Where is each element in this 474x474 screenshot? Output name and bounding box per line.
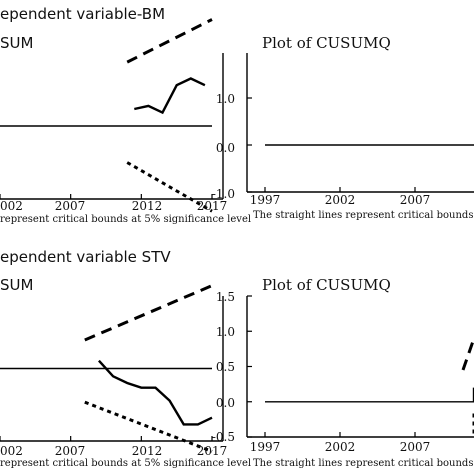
x-tick-label: 002 — [0, 444, 23, 458]
x-tick-label: 1997 — [250, 193, 281, 207]
lower-bound-line — [126, 161, 213, 213]
y-tick-label: -1.0 — [212, 187, 235, 201]
x-tick-label: 002 — [0, 199, 23, 213]
panel-3-plot: 002 2007 2012 2017 represent critical bo… — [0, 284, 251, 469]
x-tick-label: 2002 — [325, 193, 356, 207]
upper-bound-line — [126, 18, 213, 64]
panel-3-title: SUM — [0, 276, 33, 294]
section-label-stv: ependent variable STV — [0, 248, 171, 266]
y-tick-label: 0.5 — [216, 360, 235, 374]
y-tick-label: -0.5 — [212, 430, 235, 444]
x-tick-label: 2007 — [55, 199, 86, 213]
cusum-line — [98, 359, 213, 426]
panel-3-note: represent critical bounds at 5% signific… — [0, 458, 251, 469]
y-tick-label: 1.0 — [216, 92, 235, 106]
panel-1-note: represent critical bounds at 5% signific… — [0, 214, 251, 225]
upper-bound-line — [84, 284, 213, 342]
panel-4-plot: 1.5 1.0 0.5 0.0 -0.5 1997 2002 2007 2012… — [212, 290, 474, 469]
section-label-bm: ependent variable-BM — [0, 5, 165, 23]
panel-1-plot: 002 2007 2012 2017 represent critical bo… — [0, 18, 251, 225]
x-tick-label: 2007 — [400, 440, 431, 454]
y-tick-label: 1.5 — [216, 290, 235, 304]
y-tick-label: 0.0 — [216, 396, 235, 410]
x-tick-label: 2002 — [325, 440, 356, 454]
x-tick-label: 2012 — [132, 444, 163, 458]
panel-4-title: Plot of CUSUMQ — [262, 276, 391, 294]
lower-bound-line — [84, 400, 213, 453]
panel-4-note: The straight lines represent critical bo… — [253, 458, 474, 469]
x-tick-label: 1997 — [250, 440, 281, 454]
x-tick-label: 2007 — [400, 193, 431, 207]
panel-2-note: The straight lines represent critical bo… — [253, 210, 474, 221]
panel-2-plot: 1.0 0.0 -1.0 1997 2002 2007 2012 The str… — [212, 53, 474, 221]
cusum-line — [134, 77, 206, 115]
upper-bound-line — [461, 337, 474, 371]
panel-1-title: SUM — [0, 34, 33, 52]
x-tick-label: 2017 — [197, 444, 228, 458]
x-tick-label: 2007 — [55, 444, 86, 458]
panel-2-title: Plot of CUSUMQ — [262, 34, 391, 52]
x-tick-label: 2017 — [197, 199, 228, 213]
y-tick-label: 0.0 — [216, 141, 235, 155]
y-tick-label: 1.0 — [216, 325, 235, 339]
x-tick-label: 2012 — [132, 199, 163, 213]
